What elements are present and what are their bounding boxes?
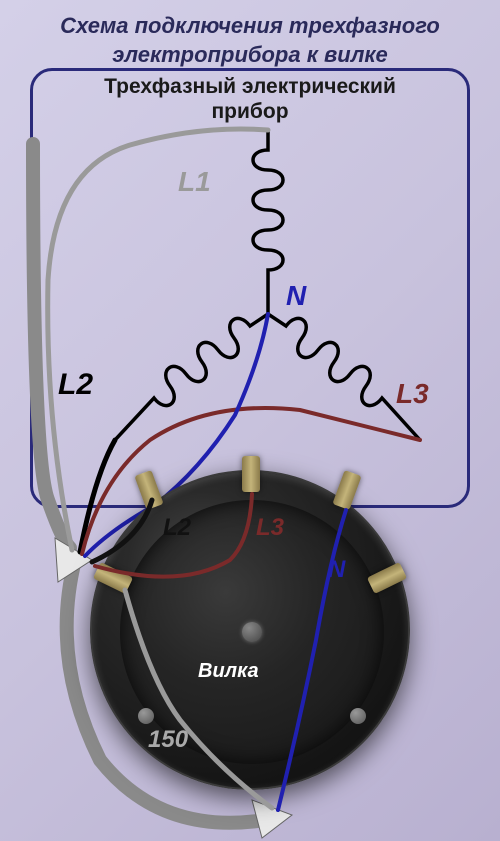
title-line2: электроприбора к вилке — [112, 42, 388, 67]
plug-screw — [138, 708, 154, 724]
cable-tip-left — [55, 538, 92, 582]
plug-name-label: Вилка — [198, 660, 259, 683]
plug-body — [90, 470, 410, 790]
plug-label-l3: L3 — [256, 514, 284, 542]
label-n: N — [286, 280, 306, 312]
subtitle-line1: Трехфазный электрический — [104, 75, 396, 98]
plug-terminal — [242, 456, 260, 492]
plug-label-l1: 150 — [148, 726, 188, 754]
label-l2: L2 — [58, 368, 93, 402]
plug-label-n: N — [328, 556, 345, 584]
subtitle-line2: прибор — [211, 100, 288, 123]
title-line1: Схема подключения трехфазного — [60, 13, 440, 38]
plug-label-l2: L2 — [163, 514, 191, 542]
label-l3: L3 — [396, 378, 429, 410]
subtitle: Трехфазный электрический прибор — [0, 74, 500, 124]
label-l1: L1 — [178, 166, 211, 198]
cable-tip-right — [252, 800, 292, 838]
plug-center-screw — [242, 622, 262, 642]
diagram-frame — [30, 68, 470, 508]
main-title: Схема подключения трехфазного электропри… — [0, 0, 500, 77]
plug-screw — [350, 708, 366, 724]
